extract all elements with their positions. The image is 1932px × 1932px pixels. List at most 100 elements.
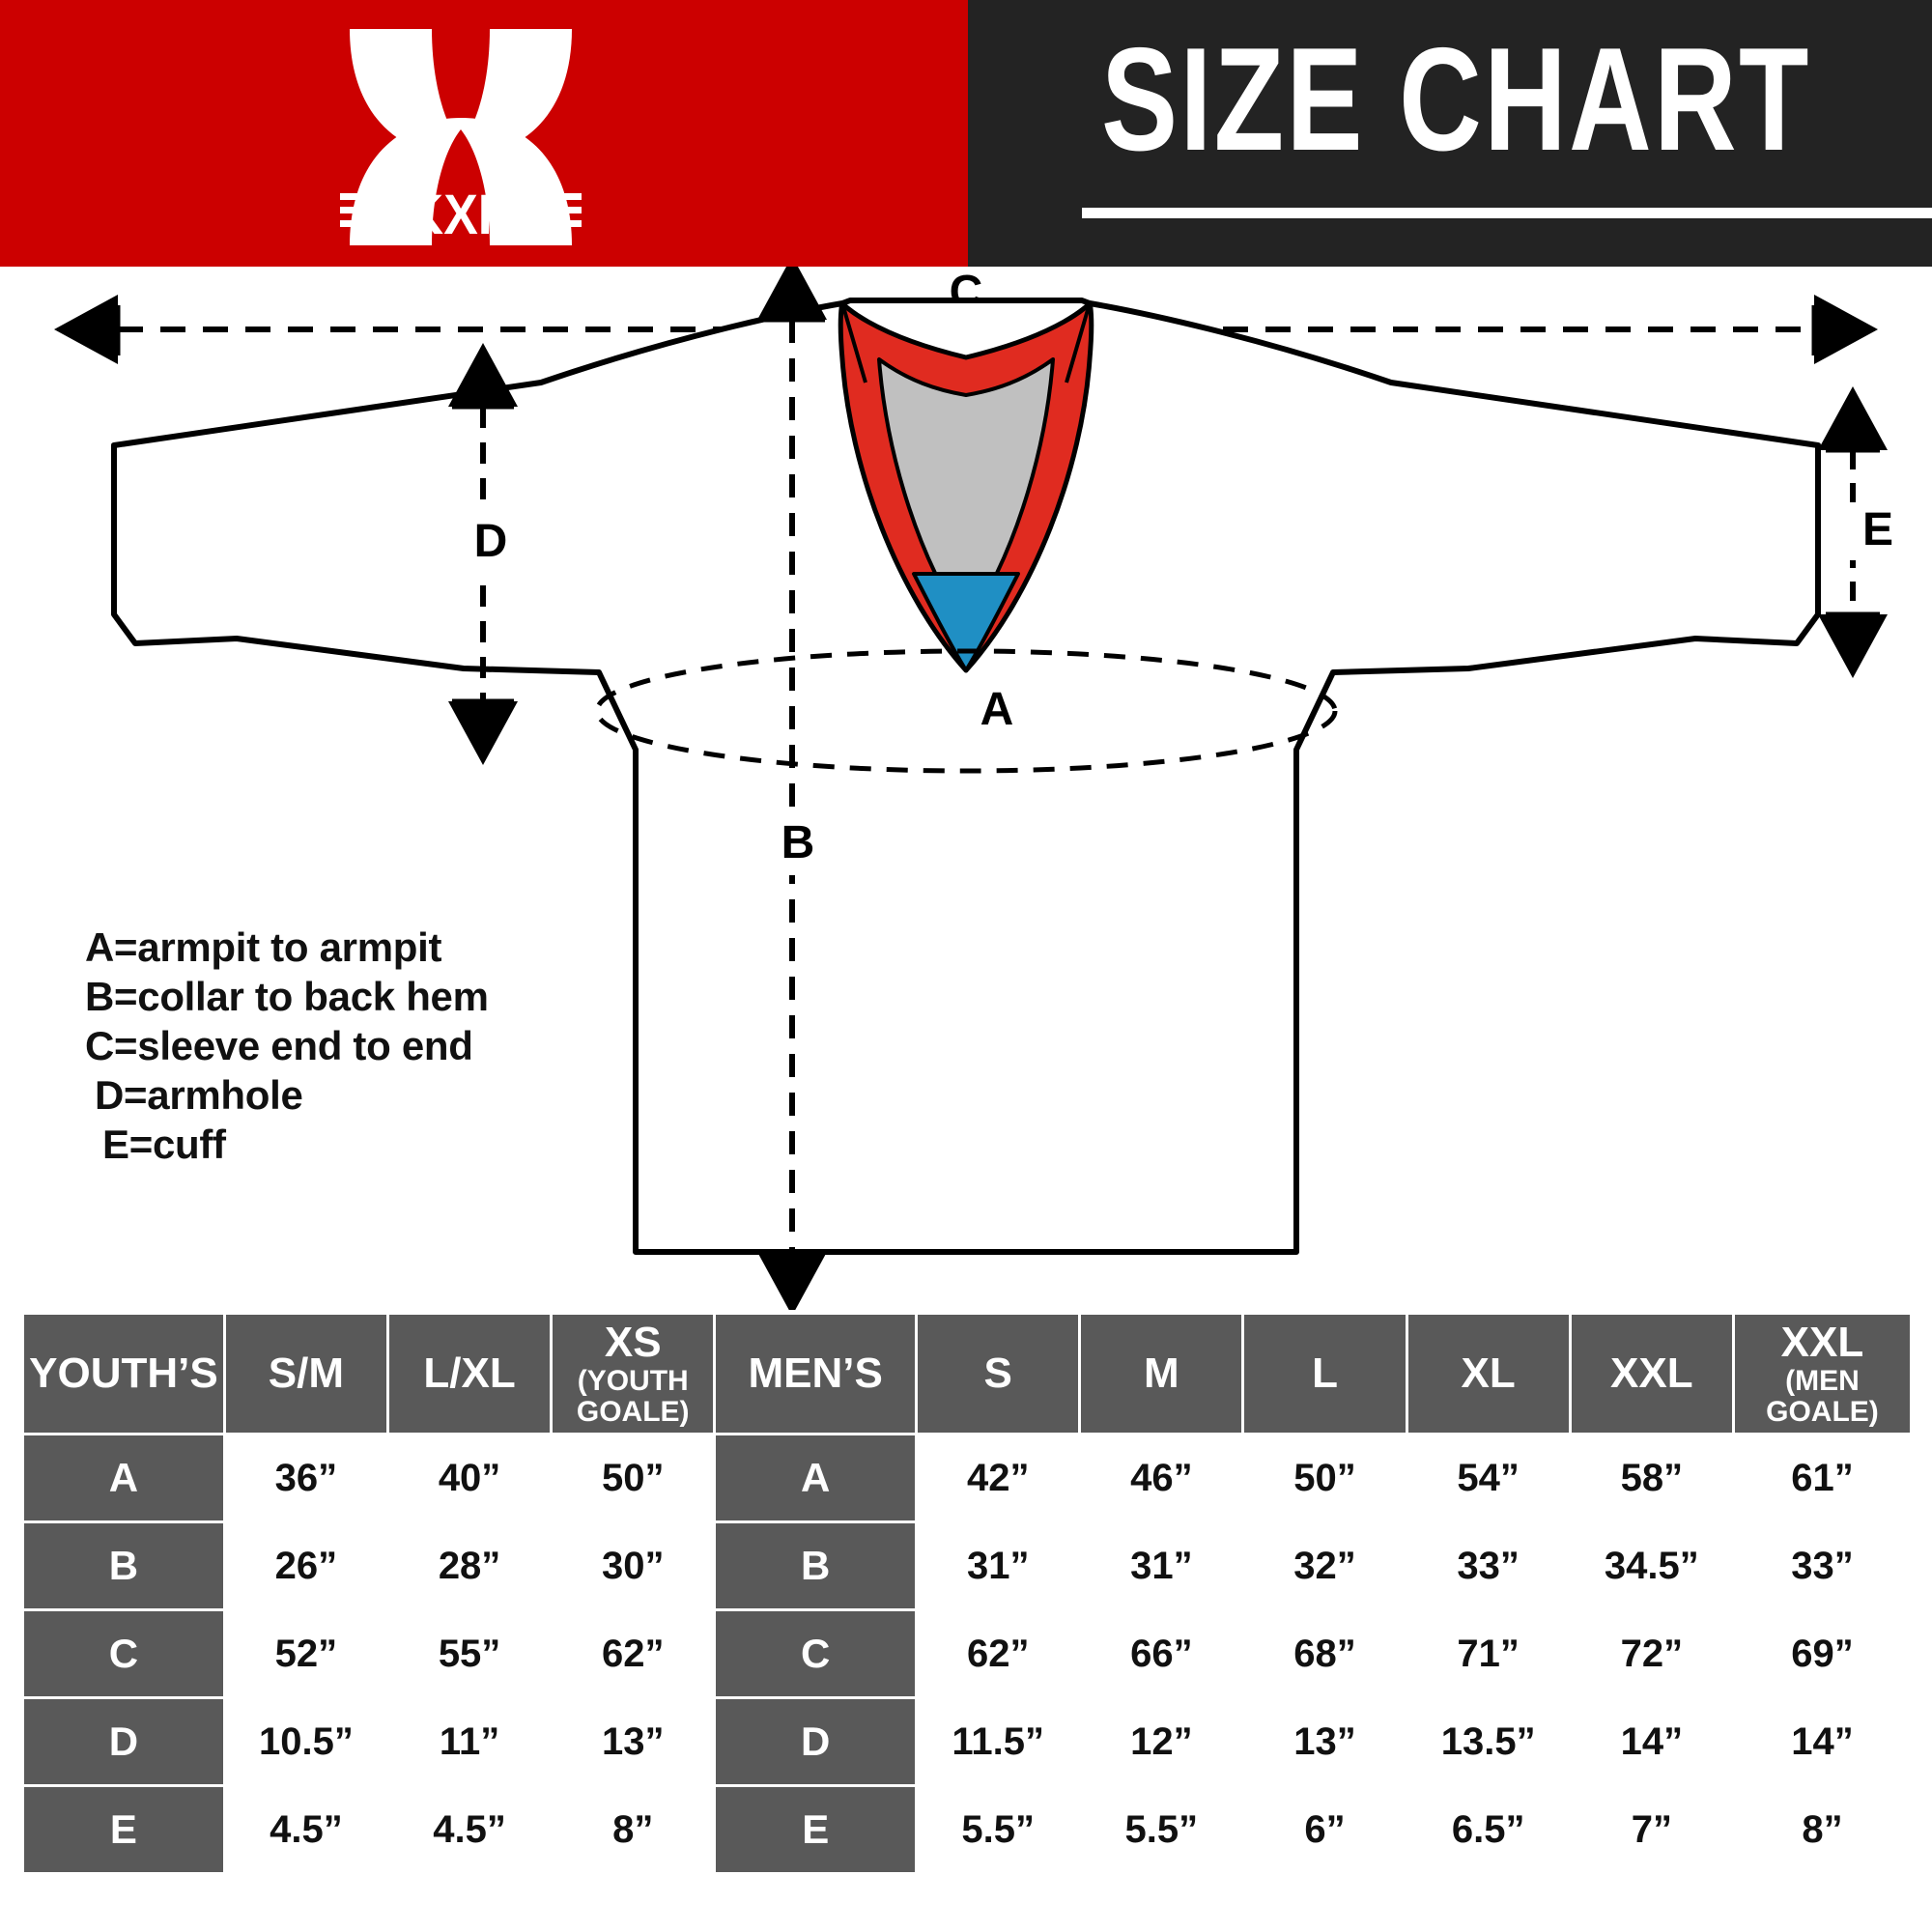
table-cell-youth: 36”: [225, 1435, 386, 1520]
table-header-cell: L: [1244, 1315, 1406, 1433]
collar-blue-tip: [912, 572, 1020, 672]
row-label-youth: C: [24, 1611, 223, 1696]
table-header-cell: M: [1081, 1315, 1242, 1433]
table-cell-men: 8”: [1734, 1787, 1910, 1872]
row-label-men: A: [716, 1435, 916, 1520]
table-header-row: YOUTH’S S/M L/XL XS (YOUTH GOALE) MEN’S S M L XL X…: [24, 1315, 1910, 1433]
table-cell-youth: 62”: [553, 1611, 714, 1696]
table-cell-youth: 13”: [553, 1699, 714, 1784]
measurement-legend: A=armpit to armpit B=collar to back hem …: [85, 923, 489, 1169]
table-cell-men: 71”: [1407, 1611, 1569, 1696]
legend-line-b: B=collar to back hem: [85, 974, 489, 1019]
table-cell-youth: 4.5”: [225, 1787, 386, 1872]
table-header-main: L/XL: [423, 1350, 516, 1397]
table-header-cell: XXL: [1571, 1315, 1732, 1433]
table-cell-men: 14”: [1571, 1699, 1732, 1784]
legend-line-c: C=sleeve end to end: [85, 1023, 473, 1068]
size-table-container: YOUTH’S S/M L/XL XS (YOUTH GOALE) MEN’S S M L XL X…: [21, 1312, 1913, 1875]
table-cell-men: 50”: [1244, 1435, 1406, 1520]
table-cell-men: 6.5”: [1407, 1787, 1569, 1872]
table-header-main: S: [983, 1350, 1012, 1397]
table-row: B 26” 28” 30” B 31” 31” 32” 33” 34.5” 33”: [24, 1523, 1910, 1608]
table-header-main: S/M: [268, 1350, 345, 1397]
table-cell-men: 62”: [918, 1611, 1079, 1696]
header-title-panel: SIZE CHART: [968, 0, 1932, 267]
table-header-main: L: [1312, 1350, 1338, 1397]
table-header-main: YOUTH’S: [29, 1350, 218, 1397]
table-cell-men: 72”: [1571, 1611, 1732, 1696]
row-label-youth: D: [24, 1699, 223, 1784]
table-cell-men: 32”: [1244, 1523, 1406, 1608]
table-header-cell: S/M: [225, 1315, 386, 1433]
page-header: KXK SIZE CHART: [0, 0, 1932, 267]
table-cell-men: 14”: [1734, 1699, 1910, 1784]
label-B: B: [781, 817, 815, 868]
label-A: A: [980, 684, 1014, 735]
table-header-cell: MEN’S: [716, 1315, 916, 1433]
table-cell-men: 33”: [1734, 1523, 1910, 1608]
kxk-logo-icon: [340, 21, 582, 248]
row-label-youth: E: [24, 1787, 223, 1872]
table-cell-men: 34.5”: [1571, 1523, 1732, 1608]
header-brand-panel: KXK: [0, 0, 968, 267]
jersey-diagram: C A B D E: [0, 267, 1932, 1310]
size-chart-table: YOUTH’S S/M L/XL XS (YOUTH GOALE) MEN’S S M L XL X…: [21, 1312, 1913, 1875]
table-cell-men: 12”: [1081, 1699, 1242, 1784]
table-header-main: XL: [1461, 1350, 1516, 1397]
table-cell-youth: 40”: [388, 1435, 551, 1520]
table-cell-men: 69”: [1734, 1611, 1910, 1696]
row-label-men: C: [716, 1611, 916, 1696]
kxk-wordmark: KXK: [340, 184, 582, 245]
table-header-main: XXL: [1780, 1319, 1864, 1366]
row-label-men: D: [716, 1699, 916, 1784]
table-cell-youth: 52”: [225, 1611, 386, 1696]
table-header-cell: YOUTH’S: [24, 1315, 223, 1433]
jersey-outline: [111, 298, 1821, 1255]
table-cell-men: 46”: [1081, 1435, 1242, 1520]
table-cell-youth: 50”: [553, 1435, 714, 1520]
table-cell-youth: 11”: [388, 1699, 551, 1784]
table-header-cell: L/XL: [388, 1315, 551, 1433]
table-header-cell: S: [918, 1315, 1079, 1433]
table-cell-men: 5.5”: [918, 1787, 1079, 1872]
table-header-main: M: [1144, 1350, 1179, 1397]
legend-line-a: A=armpit to armpit: [85, 924, 442, 970]
table-cell-men: 54”: [1407, 1435, 1569, 1520]
table-cell-men: 13.5”: [1407, 1699, 1569, 1784]
row-label-youth: A: [24, 1435, 223, 1520]
table-header-cell: XS (YOUTH GOALE): [553, 1315, 714, 1433]
table-cell-men: 68”: [1244, 1611, 1406, 1696]
table-row: E 4.5” 4.5” 8” E 5.5” 5.5” 6” 6.5” 7” 8”: [24, 1787, 1910, 1872]
table-cell-men: 58”: [1571, 1435, 1732, 1520]
row-label-men: B: [716, 1523, 916, 1608]
table-cell-men: 6”: [1244, 1787, 1406, 1872]
table-cell-youth: 55”: [388, 1611, 551, 1696]
table-header-cell: XL: [1407, 1315, 1569, 1433]
table-header-sub: (MEN GOALE): [1766, 1365, 1879, 1428]
table-row: D 10.5” 11” 13” D 11.5” 12” 13” 13.5” 14” 14”: [24, 1699, 1910, 1784]
table-row: A 36” 40” 50” A 42” 46” 50” 54” 58” 61”: [24, 1435, 1910, 1520]
table-cell-men: 61”: [1734, 1435, 1910, 1520]
table-cell-men: 33”: [1407, 1523, 1569, 1608]
svg-text:KXK: KXK: [407, 184, 516, 243]
table-cell-men: 31”: [918, 1523, 1079, 1608]
table-cell-youth: 8”: [553, 1787, 714, 1872]
table-cell-men: 5.5”: [1081, 1787, 1242, 1872]
measure-A-ellipse: [594, 648, 1338, 774]
table-row: C 52” 55” 62” C 62” 66” 68” 71” 72” 69”: [24, 1611, 1910, 1696]
page-title: SIZE CHART: [1101, 17, 1811, 182]
legend-line-e: E=cuff: [102, 1122, 226, 1167]
table-cell-youth: 10.5”: [225, 1699, 386, 1784]
collar-gray-lining: [877, 357, 1055, 628]
table-cell-men: 7”: [1571, 1787, 1732, 1872]
table-header-sub: (YOUTH GOALE): [576, 1365, 690, 1428]
title-underline: [1082, 208, 1932, 218]
table-cell-youth: 26”: [225, 1523, 386, 1608]
table-header-main: XS: [604, 1319, 662, 1366]
table-cell-youth: 28”: [388, 1523, 551, 1608]
table-cell-men: 42”: [918, 1435, 1079, 1520]
row-label-youth: B: [24, 1523, 223, 1608]
table-cell-men: 13”: [1244, 1699, 1406, 1784]
table-header-main: XXL: [1610, 1350, 1693, 1397]
row-label-men: E: [716, 1787, 916, 1872]
